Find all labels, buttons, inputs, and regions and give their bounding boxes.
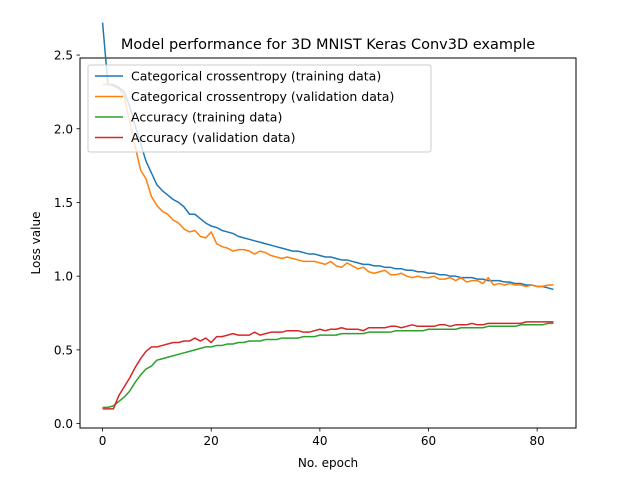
x-tick-label: 20 bbox=[204, 434, 219, 448]
legend-box bbox=[87, 64, 432, 153]
x-tick-label: 80 bbox=[530, 434, 545, 448]
series-line-3 bbox=[102, 322, 554, 409]
y-tick-label: 2.0 bbox=[54, 122, 73, 136]
legend-label-3: Accuracy (training data) bbox=[131, 110, 282, 125]
chart-title: Model performance for 3D MNIST Keras Con… bbox=[121, 37, 535, 53]
y-tick-label: 1.0 bbox=[54, 270, 73, 284]
y-tick-label: 1.5 bbox=[54, 196, 73, 210]
x-axis: 0 20 40 60 80 bbox=[99, 428, 545, 448]
x-tick-label: 0 bbox=[99, 434, 107, 448]
series-layer bbox=[101, 22, 554, 410]
x-tick-label: 40 bbox=[312, 434, 327, 448]
y-tick-label: 0.5 bbox=[54, 343, 73, 357]
legend-label-2: Categorical crossentropy (validation dat… bbox=[131, 89, 394, 104]
x-axis-label: No. epoch bbox=[298, 456, 358, 470]
series-line-1 bbox=[101, 22, 554, 291]
series-line-2 bbox=[102, 83, 554, 288]
y-tick-label: 2.5 bbox=[54, 49, 73, 63]
plot-area bbox=[79, 57, 577, 429]
legend-label-4: Accuracy (validation data) bbox=[131, 130, 295, 145]
y-axis-label: Loss value bbox=[29, 212, 43, 275]
series-line-4 bbox=[102, 321, 554, 410]
x-tick-label: 60 bbox=[421, 434, 436, 448]
legend: Categorical crossentropy (training data)… bbox=[87, 64, 432, 153]
y-axis: 0.0 0.5 1.0 1.5 2.0 2.5 bbox=[54, 49, 80, 431]
legend-label-1: Categorical crossentropy (training data) bbox=[131, 69, 381, 84]
y-tick-label: 0.0 bbox=[54, 417, 73, 431]
